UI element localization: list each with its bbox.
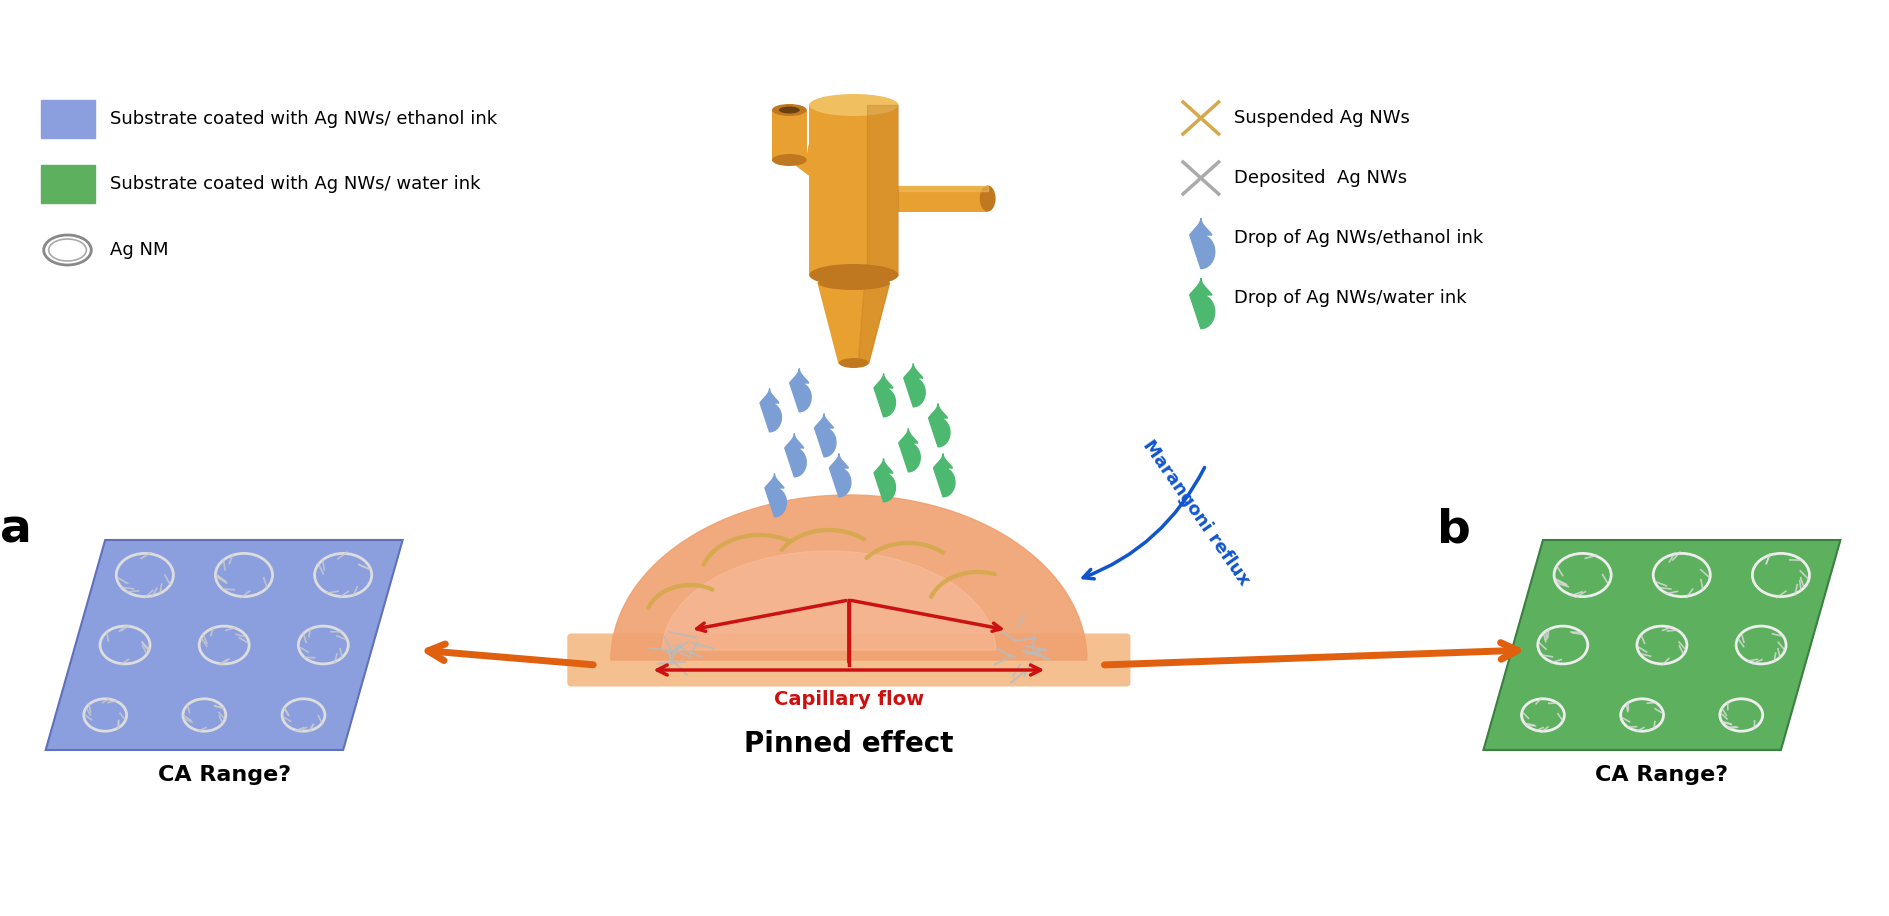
Ellipse shape xyxy=(980,186,996,212)
Polygon shape xyxy=(610,495,1086,660)
Bar xyxy=(42,165,94,203)
Polygon shape xyxy=(814,414,837,457)
Polygon shape xyxy=(875,374,895,417)
Bar xyxy=(42,100,94,138)
Ellipse shape xyxy=(778,106,799,114)
Polygon shape xyxy=(784,433,807,477)
Polygon shape xyxy=(829,453,850,496)
Polygon shape xyxy=(899,186,988,191)
Text: Substrate coated with Ag NWs/ ethanol ink: Substrate coated with Ag NWs/ ethanol in… xyxy=(110,110,497,128)
Polygon shape xyxy=(929,404,950,447)
Ellipse shape xyxy=(818,276,890,290)
Polygon shape xyxy=(899,429,920,472)
Ellipse shape xyxy=(773,104,807,116)
Bar xyxy=(773,110,807,160)
Polygon shape xyxy=(818,283,890,363)
Polygon shape xyxy=(903,364,926,407)
Polygon shape xyxy=(1190,278,1215,329)
Polygon shape xyxy=(663,551,996,650)
Text: Deposited  Ag NWs: Deposited Ag NWs xyxy=(1234,169,1407,187)
Bar xyxy=(808,105,899,275)
Text: Pinned effect: Pinned effect xyxy=(744,730,954,758)
Text: Marangoni reflux: Marangoni reflux xyxy=(1139,436,1252,589)
Ellipse shape xyxy=(773,154,807,166)
Text: CA Range?: CA Range? xyxy=(1596,765,1728,785)
Text: b: b xyxy=(1438,507,1472,552)
Polygon shape xyxy=(933,453,956,496)
Text: Suspended Ag NWs: Suspended Ag NWs xyxy=(1234,109,1409,127)
Polygon shape xyxy=(790,145,808,175)
Polygon shape xyxy=(765,474,786,517)
Ellipse shape xyxy=(808,94,899,116)
Text: Ag NM: Ag NM xyxy=(110,241,168,259)
Bar xyxy=(899,186,988,212)
Polygon shape xyxy=(790,368,810,412)
Text: a: a xyxy=(0,507,32,552)
Ellipse shape xyxy=(839,358,869,368)
Polygon shape xyxy=(759,388,782,431)
Text: Drop of Ag NWs/ethanol ink: Drop of Ag NWs/ethanol ink xyxy=(1234,229,1483,247)
Text: Drop of Ag NWs/water ink: Drop of Ag NWs/water ink xyxy=(1234,289,1466,307)
Polygon shape xyxy=(867,105,899,275)
FancyBboxPatch shape xyxy=(567,634,1130,686)
Polygon shape xyxy=(858,283,890,363)
Polygon shape xyxy=(1483,540,1840,750)
Polygon shape xyxy=(45,540,402,750)
Text: Substrate coated with Ag NWs/ water ink: Substrate coated with Ag NWs/ water ink xyxy=(110,175,480,193)
Polygon shape xyxy=(1190,218,1215,268)
Text: Capillary flow: Capillary flow xyxy=(774,690,924,709)
Polygon shape xyxy=(875,459,895,502)
Text: CA Range?: CA Range? xyxy=(157,765,291,785)
Ellipse shape xyxy=(808,264,899,286)
